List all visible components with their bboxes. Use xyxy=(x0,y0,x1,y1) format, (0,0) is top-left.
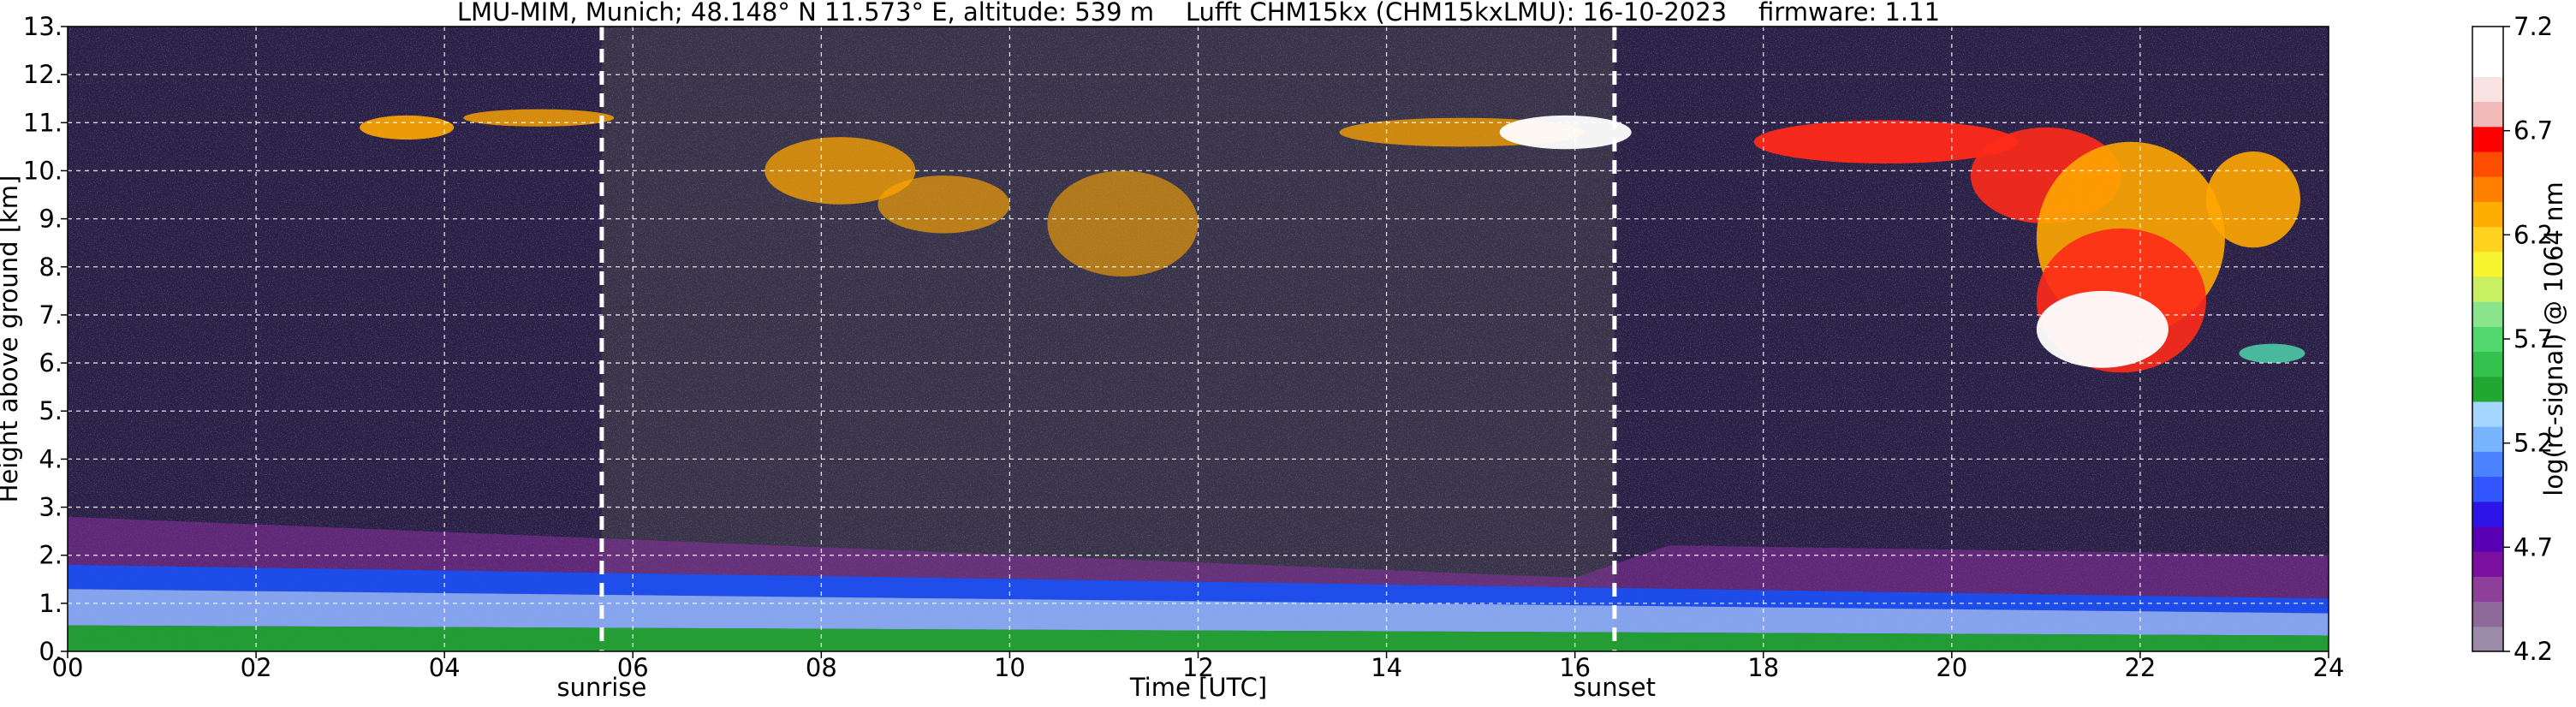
colorbar-segment-10 xyxy=(2472,376,2503,402)
y-tick-label-1: 1. xyxy=(39,589,62,618)
colorbar-segment-23 xyxy=(2472,51,2503,77)
x-tick-label-06: 06 xyxy=(617,653,649,682)
colorbar-segment-17 xyxy=(2472,201,2503,228)
colorbar-segment-20 xyxy=(2472,126,2503,152)
x-tick-label-14: 14 xyxy=(1371,653,1402,682)
cloud-blob-12 xyxy=(2205,152,2300,248)
x-axis: 00 02 04 06 08 10 12 14 16 18 20 22 24 xyxy=(52,651,2345,682)
colorbar-segment-12 xyxy=(2472,326,2503,353)
y-tick-label-0: 0. xyxy=(39,637,62,666)
x-tick-label-16: 16 xyxy=(1559,653,1591,682)
y-tick-label-11: 11. xyxy=(23,108,62,137)
colorbar-segment-19 xyxy=(2472,152,2503,177)
cloud-blob-11 xyxy=(2036,290,2168,368)
x-tick-label-24: 24 xyxy=(2313,653,2345,682)
colorbar-tick-label-5.2: 5.2 xyxy=(2514,429,2553,458)
x-tick-label-08: 08 xyxy=(806,653,837,682)
colorbar-tick-label-4.7: 4.7 xyxy=(2514,532,2553,561)
colorbar: 4.2 4.7 5.2 5.7 6.2 6.7 7.2 xyxy=(2472,12,2553,666)
colorbar-tick-label-6.7: 6.7 xyxy=(2514,116,2553,146)
colorbar-tick-label-6.2: 6.2 xyxy=(2514,220,2553,249)
y-tick-label-8: 8. xyxy=(39,253,62,282)
y-tick-label-13: 13. xyxy=(23,12,62,41)
y-tick-label-5: 5. xyxy=(39,396,62,425)
colorbar-segment-0 xyxy=(2472,626,2503,652)
cloud-blob-1 xyxy=(463,109,615,127)
colorbar-segment-7 xyxy=(2472,451,2503,478)
y-tick-label-2: 2. xyxy=(39,541,62,570)
cloud-blob-6 xyxy=(1499,115,1632,150)
y-tick-label-7: 7. xyxy=(39,300,62,330)
y-tick-label-12: 12. xyxy=(23,60,62,89)
colorbar-segment-15 xyxy=(2472,251,2503,277)
cloud-blob-4 xyxy=(1047,170,1199,276)
colorbar-tick-label-7.2: 7.2 xyxy=(2514,12,2553,41)
y-tick-label-3: 3. xyxy=(39,493,62,522)
cloud-blob-0 xyxy=(360,115,455,140)
colorbar-segment-2 xyxy=(2472,576,2503,603)
sun-markers: sunrise sunset xyxy=(557,27,1656,702)
x-tick-label-10: 10 xyxy=(994,653,1026,682)
colorbar-segment-24 xyxy=(2472,27,2503,52)
colorbar-tick-label-5.7: 5.7 xyxy=(2514,324,2553,354)
sunset-label: sunset xyxy=(1574,673,1656,702)
colorbar-tick-label-4.2: 4.2 xyxy=(2514,637,2553,666)
colorbar-segment-21 xyxy=(2472,101,2503,128)
x-tick-label-18: 18 xyxy=(1747,653,1779,682)
colorbar-segment-14 xyxy=(2472,276,2503,302)
colorbar-segment-22 xyxy=(2472,76,2503,103)
x-tick-label-20: 20 xyxy=(1936,653,1967,682)
colorbar-segment-4 xyxy=(2472,526,2503,552)
y-tick-label-10: 10. xyxy=(23,156,62,185)
colorbar-segment-13 xyxy=(2472,301,2503,327)
plot-area: sunrise sunset xyxy=(67,26,2329,702)
y-axis-label: Height above ground [km] xyxy=(0,175,23,503)
grid-lines xyxy=(68,27,2329,651)
colorbar-segment-3 xyxy=(2472,551,2503,577)
y-axis: 0. 1. 2. 3. 4. 5. 6. 7. 8. 9. 10. 11. 12. 13. xyxy=(23,12,68,666)
y-tick-label-4: 4. xyxy=(39,444,62,473)
sunrise-label: sunrise xyxy=(557,673,647,702)
colorbar-segment-8 xyxy=(2472,426,2503,452)
x-tick-label-22: 22 xyxy=(2124,653,2156,682)
x-axis-label: Time [UTC] xyxy=(1129,673,1267,702)
colorbar-segment-18 xyxy=(2472,176,2503,202)
colorbar-segment-6 xyxy=(2472,476,2503,502)
x-tick-label-04: 04 xyxy=(429,653,461,682)
colorbar-segment-11 xyxy=(2472,351,2503,377)
colorbar-label: log(rc-signal) @ 1064 nm xyxy=(2539,181,2568,496)
colorbar-segment-5 xyxy=(2472,501,2503,527)
colorbar-segment-1 xyxy=(2472,601,2503,627)
x-tick-label-00: 00 xyxy=(52,653,84,682)
x-tick-label-12: 12 xyxy=(1182,653,1214,682)
y-tick-label-6: 6. xyxy=(39,348,62,377)
cloud-blob-3 xyxy=(878,175,1010,234)
x-tick-label-02: 02 xyxy=(241,653,272,682)
cloud-blob-13 xyxy=(2239,343,2305,364)
colorbar-segment-9 xyxy=(2472,401,2503,427)
y-tick-label-9: 9. xyxy=(39,205,62,234)
colorbar-segment-16 xyxy=(2472,226,2503,253)
chart-title: LMU-MIM, Munich; 48.148° N 11.573° E, al… xyxy=(457,0,1940,27)
